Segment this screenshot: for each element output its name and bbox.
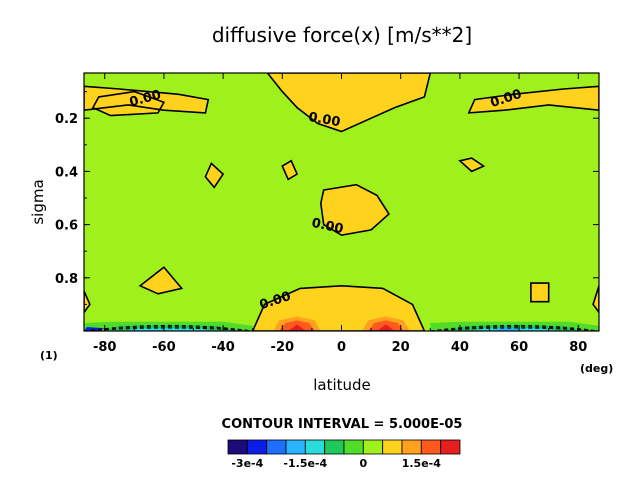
colorbar-tick-label: -1.5e-4 [283,457,327,470]
colorbar-swatch [285,439,306,455]
colorbar-swatch [420,439,441,455]
y-axis-label: sigma [29,179,47,224]
chart-title: diffusive force(x) [m/s**2] [212,23,472,47]
x-tick-label: -80 [93,340,117,355]
contour-label: 0.00 [310,216,344,237]
negative-contour [84,324,253,331]
core-maximum [288,324,306,331]
colorbar-swatch [324,439,345,455]
y-axis: 0.2 0.4 0.6 0.8 [55,91,599,332]
colorbar-ticks: -3e-4 -1.5e-4 0 1.5e-4 [231,457,441,470]
x-axis-label: latitude [313,376,371,394]
positive-region [92,91,164,116]
zero-contour [91,90,166,117]
plot-area [84,73,599,331]
negative-core [489,327,525,331]
colorbar-swatch [304,439,325,455]
negative-band [125,328,212,331]
zero-contour [530,282,550,303]
colorbar [227,439,461,455]
positive-region [140,267,182,294]
x-tick-label: 0 [337,340,346,355]
colorbar-swatch [440,439,461,455]
colorbar-swatch [227,439,248,455]
x-tick-label: 80 [569,340,587,355]
zero-contour [319,183,390,237]
core-maximum [377,324,395,331]
zero-contour [204,162,225,189]
colorbar-swatch [246,439,268,455]
zero-contour [458,157,486,173]
contour-label: 0.00 [307,110,341,130]
x-tick-label: 60 [510,340,528,355]
colorbar-swatch [382,439,403,455]
colorbar-tick-label: 0 [359,457,367,470]
panel-label: (1) [40,349,58,362]
positive-region [84,291,90,313]
zero-contour [84,290,91,314]
y-tick-label: 0.8 [55,272,78,287]
x-tick-label: 20 [392,340,410,355]
negative-contour [430,324,599,331]
negative-contour [430,326,599,331]
contour-interval-text: CONTOUR INTERVAL = 5.000E-05 [222,417,463,432]
positive-region [530,283,549,302]
x-unit-label: (deg) [580,362,613,375]
negative-contour [84,327,253,331]
positive-region [267,73,431,132]
colorbar-swatch [343,439,364,455]
negative-contour [430,327,599,331]
colorbar-swatch [266,439,287,455]
x-tick-label: -60 [152,340,176,355]
zero-contour [281,159,299,181]
x-tick-label: 40 [451,340,469,355]
x-tick-label: -20 [271,340,295,355]
colorbar-tick-label: -3e-4 [231,457,263,470]
contour-regions [84,73,599,331]
y-tick-label: 0.6 [55,219,78,234]
negative-contour [84,326,253,331]
x-axis: -80 -60 -40 -20 0 20 40 60 80 [93,73,587,355]
zero-contour [467,85,599,114]
zero-contour [592,285,599,314]
colorbar-tick-label: 1.5e-4 [402,457,442,470]
zero-contour [251,284,426,331]
positive-region [282,160,298,180]
positive-region [320,184,389,236]
colorbar-swatch [401,439,422,455]
y-tick-label: 0.2 [55,112,78,127]
x-tick-label: -40 [211,340,235,355]
zero-contour [84,85,210,114]
contour-lines [84,73,599,331]
colorbar-swatch [362,439,383,455]
zero-contour [138,266,184,295]
y-tick-label: 0.4 [55,165,78,180]
zero-contour [266,73,432,133]
